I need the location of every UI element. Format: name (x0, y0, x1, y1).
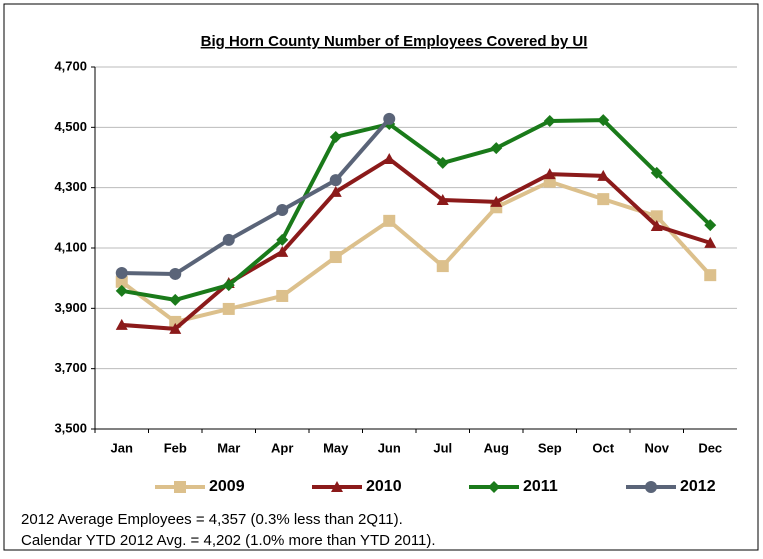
legend-label: 2012 (680, 478, 716, 495)
marker (115, 318, 128, 330)
marker (169, 267, 182, 280)
marker (169, 293, 182, 306)
chart-title: Big Horn County Number of Employees Cove… (201, 33, 588, 50)
marker (490, 195, 503, 207)
x-tick-label: Nov (644, 440, 669, 455)
x-tick-label: May (323, 440, 349, 455)
legend-marker (488, 481, 500, 493)
marker (543, 114, 556, 127)
x-tick-label: Jan (111, 440, 133, 455)
annotation: 2012 Average Employees = 4,357 (0.3% les… (21, 511, 403, 528)
legend-marker (645, 481, 657, 493)
legend-marker (174, 481, 186, 493)
marker (276, 203, 289, 216)
marker (329, 174, 342, 187)
marker (597, 193, 610, 206)
y-tick-label: 3,500 (54, 420, 87, 435)
marker (329, 130, 342, 143)
marker (115, 267, 128, 280)
marker (704, 219, 717, 232)
legend-label: 2009 (209, 478, 245, 495)
marker (115, 284, 128, 297)
marker (490, 142, 503, 155)
x-tick-label: Jul (433, 440, 452, 455)
marker (276, 289, 289, 302)
series-line (120, 179, 712, 324)
legend-marker (331, 481, 343, 492)
series-line (121, 118, 712, 302)
y-tick-label: 4,700 (54, 58, 87, 73)
x-tick-label: Feb (164, 440, 187, 455)
marker (222, 233, 235, 246)
marker (543, 168, 556, 180)
marker (597, 169, 610, 181)
marker (222, 279, 235, 292)
marker (650, 166, 663, 179)
y-tick-label: 3,700 (54, 360, 87, 375)
series-line (121, 117, 391, 276)
marker (597, 114, 610, 127)
annotation: Calendar YTD 2012 Avg. = 4,202 (1.0% mor… (21, 532, 436, 549)
marker (436, 260, 449, 273)
legend-label: 2010 (366, 478, 402, 495)
x-tick-label: Jun (378, 440, 401, 455)
marker (436, 156, 449, 169)
marker (650, 219, 663, 231)
marker (704, 236, 717, 248)
marker (222, 302, 235, 315)
legend-label: 2011 (523, 478, 558, 495)
x-tick-label: Apr (271, 440, 293, 455)
x-tick-label: Sep (538, 440, 562, 455)
x-tick-label: Dec (698, 440, 722, 455)
marker (704, 269, 717, 282)
marker (436, 194, 449, 206)
marker (276, 233, 289, 246)
x-tick-label: Mar (217, 440, 240, 455)
marker (169, 322, 182, 334)
marker (329, 185, 342, 197)
y-tick-label: 3,900 (54, 300, 87, 315)
marker (383, 112, 396, 125)
series-line (121, 157, 711, 331)
x-tick-label: Oct (592, 440, 614, 455)
x-tick-label: Aug (484, 440, 509, 455)
y-tick-label: 4,100 (54, 239, 87, 254)
marker (650, 210, 663, 223)
marker (115, 275, 128, 288)
marker (329, 251, 342, 264)
y-tick-label: 4,500 (54, 119, 87, 134)
marker (383, 153, 396, 165)
chart-border (3, 3, 759, 551)
y-tick-label: 4,300 (54, 179, 87, 194)
marker (383, 214, 396, 227)
marker (276, 245, 289, 257)
